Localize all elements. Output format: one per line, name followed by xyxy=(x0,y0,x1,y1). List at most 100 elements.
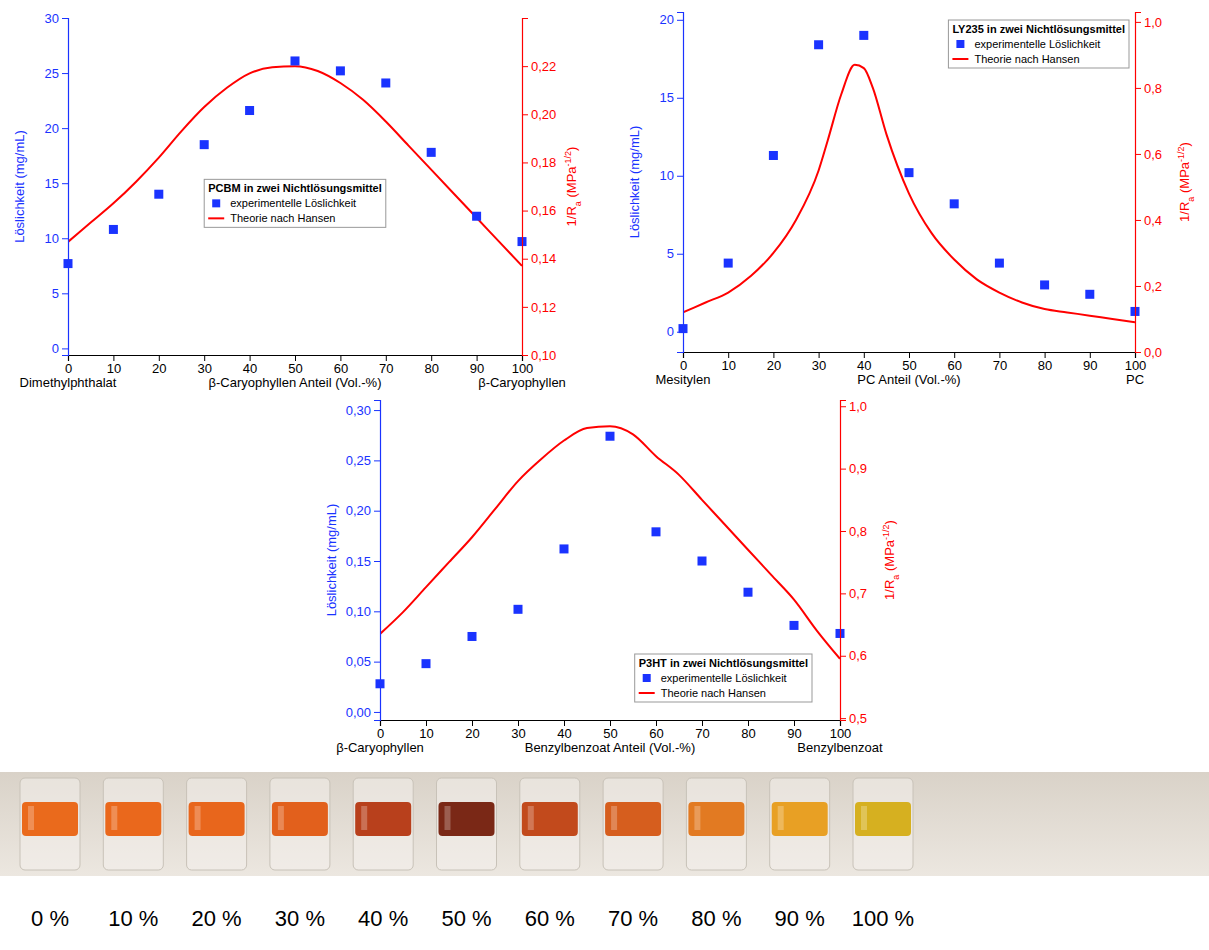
tick: 0 xyxy=(680,352,687,373)
legend-title: PCBM in zwei Nichtlösungsmittel xyxy=(208,182,382,194)
tick: 10 xyxy=(419,720,433,741)
tick: 40 xyxy=(857,352,871,373)
tick-mark xyxy=(909,352,910,358)
plot-lines xyxy=(683,65,1135,322)
tick-mark xyxy=(522,114,528,115)
tick-mark xyxy=(656,720,657,726)
vial-label: 50 % xyxy=(441,906,491,931)
tick-label: 0,7 xyxy=(849,586,867,601)
data-point xyxy=(514,605,523,614)
y2-axis-title-part: 1/R xyxy=(1177,202,1192,222)
legend-title: LY235 in zwei Nichtlösungsmittel xyxy=(952,23,1125,35)
tick: 50 xyxy=(603,720,617,741)
data-point xyxy=(291,56,300,65)
tick-mark xyxy=(62,238,68,239)
tick: 15 xyxy=(660,90,683,105)
tick-mark xyxy=(794,720,795,726)
tick-mark xyxy=(840,406,846,407)
vial-liquid xyxy=(605,802,661,836)
tick-mark xyxy=(840,593,846,594)
tick-mark xyxy=(340,355,341,361)
tick-label: 80 xyxy=(424,361,438,376)
legend-label: experimentelle Löslichkeit xyxy=(661,672,787,684)
tick-mark xyxy=(677,332,683,333)
tick-label: 0,12 xyxy=(531,300,556,315)
hansen-curve xyxy=(68,66,522,266)
data-point xyxy=(652,527,661,536)
axis: 0,000,050,100,150,200,250,30 xyxy=(346,401,381,721)
tick-mark xyxy=(677,176,683,177)
tick-label: 0,14 xyxy=(531,251,556,266)
x-axis-title: Benzylbenzoat Anteil (Vol.-%) xyxy=(525,740,696,755)
tick-label: 30 xyxy=(812,358,826,373)
axis-line xyxy=(684,353,1136,359)
tick-mark xyxy=(62,293,68,294)
tick-label: 40 xyxy=(243,361,257,376)
legend-swatch xyxy=(643,674,651,682)
vial-highlight xyxy=(278,806,284,830)
tick-mark xyxy=(472,720,473,726)
legend-box xyxy=(635,654,812,702)
plot-points xyxy=(64,56,527,268)
tick-label: 30 xyxy=(511,726,525,741)
legend-box xyxy=(204,179,386,227)
legend-title: P3HT in zwei Nichtlösungsmittel xyxy=(639,657,808,669)
tick-label: 90 xyxy=(1083,358,1097,373)
tick-mark xyxy=(748,720,749,726)
tick-label: 10 xyxy=(721,358,735,373)
tick-label: 20 xyxy=(465,726,479,741)
tick-mark xyxy=(426,720,427,726)
vial xyxy=(770,778,830,870)
vial-highlight xyxy=(528,806,534,830)
vial xyxy=(20,778,80,870)
chart-panel: 01020304050607080901000,000,050,100,150,… xyxy=(324,399,901,755)
vial xyxy=(187,778,247,870)
tick-mark xyxy=(522,259,528,260)
tick: 0,6 xyxy=(840,648,867,663)
legend-swatch xyxy=(956,40,964,48)
vial-liquid xyxy=(189,802,245,836)
tick: 0,20 xyxy=(522,107,556,122)
tick-label: 50 xyxy=(603,726,617,741)
data-point xyxy=(859,31,868,40)
vial-highlight xyxy=(361,806,367,830)
x-axis-title: β-Caryophyllen Anteil (Vol.-%) xyxy=(209,375,382,390)
vial-label: 30 % xyxy=(275,906,325,931)
tick-label: 20 xyxy=(45,121,59,136)
tick-label: 30 xyxy=(45,11,59,26)
tick-mark xyxy=(864,352,865,358)
tick-mark xyxy=(62,348,68,349)
tick-label: 100 xyxy=(1125,358,1147,373)
data-point xyxy=(905,168,914,177)
tick-label: 5 xyxy=(52,286,59,301)
data-point xyxy=(606,432,615,441)
tick-mark xyxy=(1090,352,1091,358)
vial-label: 10 % xyxy=(108,906,158,931)
tick: 50 xyxy=(902,352,916,373)
axis: 0102030405060708090100 xyxy=(65,355,533,376)
tick: 0,10 xyxy=(346,604,380,619)
y-axis-title: Löslichkeit (mg/mL) xyxy=(627,126,642,239)
tick-label: 60 xyxy=(649,726,663,741)
tick-label: 20 xyxy=(660,12,674,27)
vial xyxy=(603,778,663,870)
tick-label: 0,2 xyxy=(1144,279,1162,294)
axis-line xyxy=(374,401,381,721)
legend-label: experimentelle Löslichkeit xyxy=(974,38,1100,50)
tick: 30 xyxy=(197,355,211,376)
y2-axis-title-part: -1/2 xyxy=(881,524,891,540)
tick: 0,20 xyxy=(346,503,380,518)
vial-highlight xyxy=(445,806,451,830)
tick: 60 xyxy=(649,720,663,741)
axis: 0,100,120,140,160,180,200,22 xyxy=(522,19,556,363)
tick-label: 0,6 xyxy=(849,648,867,663)
tick-mark xyxy=(204,355,205,361)
tick-mark xyxy=(1045,352,1046,358)
tick-label: 10 xyxy=(419,726,433,741)
photo-strip: 0 %10 %20 %30 %40 %50 %60 %70 %80 %90 %1… xyxy=(0,772,1209,931)
tick: 80 xyxy=(424,355,438,376)
tick: 90 xyxy=(1083,352,1097,373)
y2-axis-title: 1/Ra (MPa-1/2) xyxy=(1176,142,1196,222)
legend: LY235 in zwei Nichtlösungsmittel experime… xyxy=(948,20,1129,68)
tick-label: 0,5 xyxy=(849,711,867,726)
